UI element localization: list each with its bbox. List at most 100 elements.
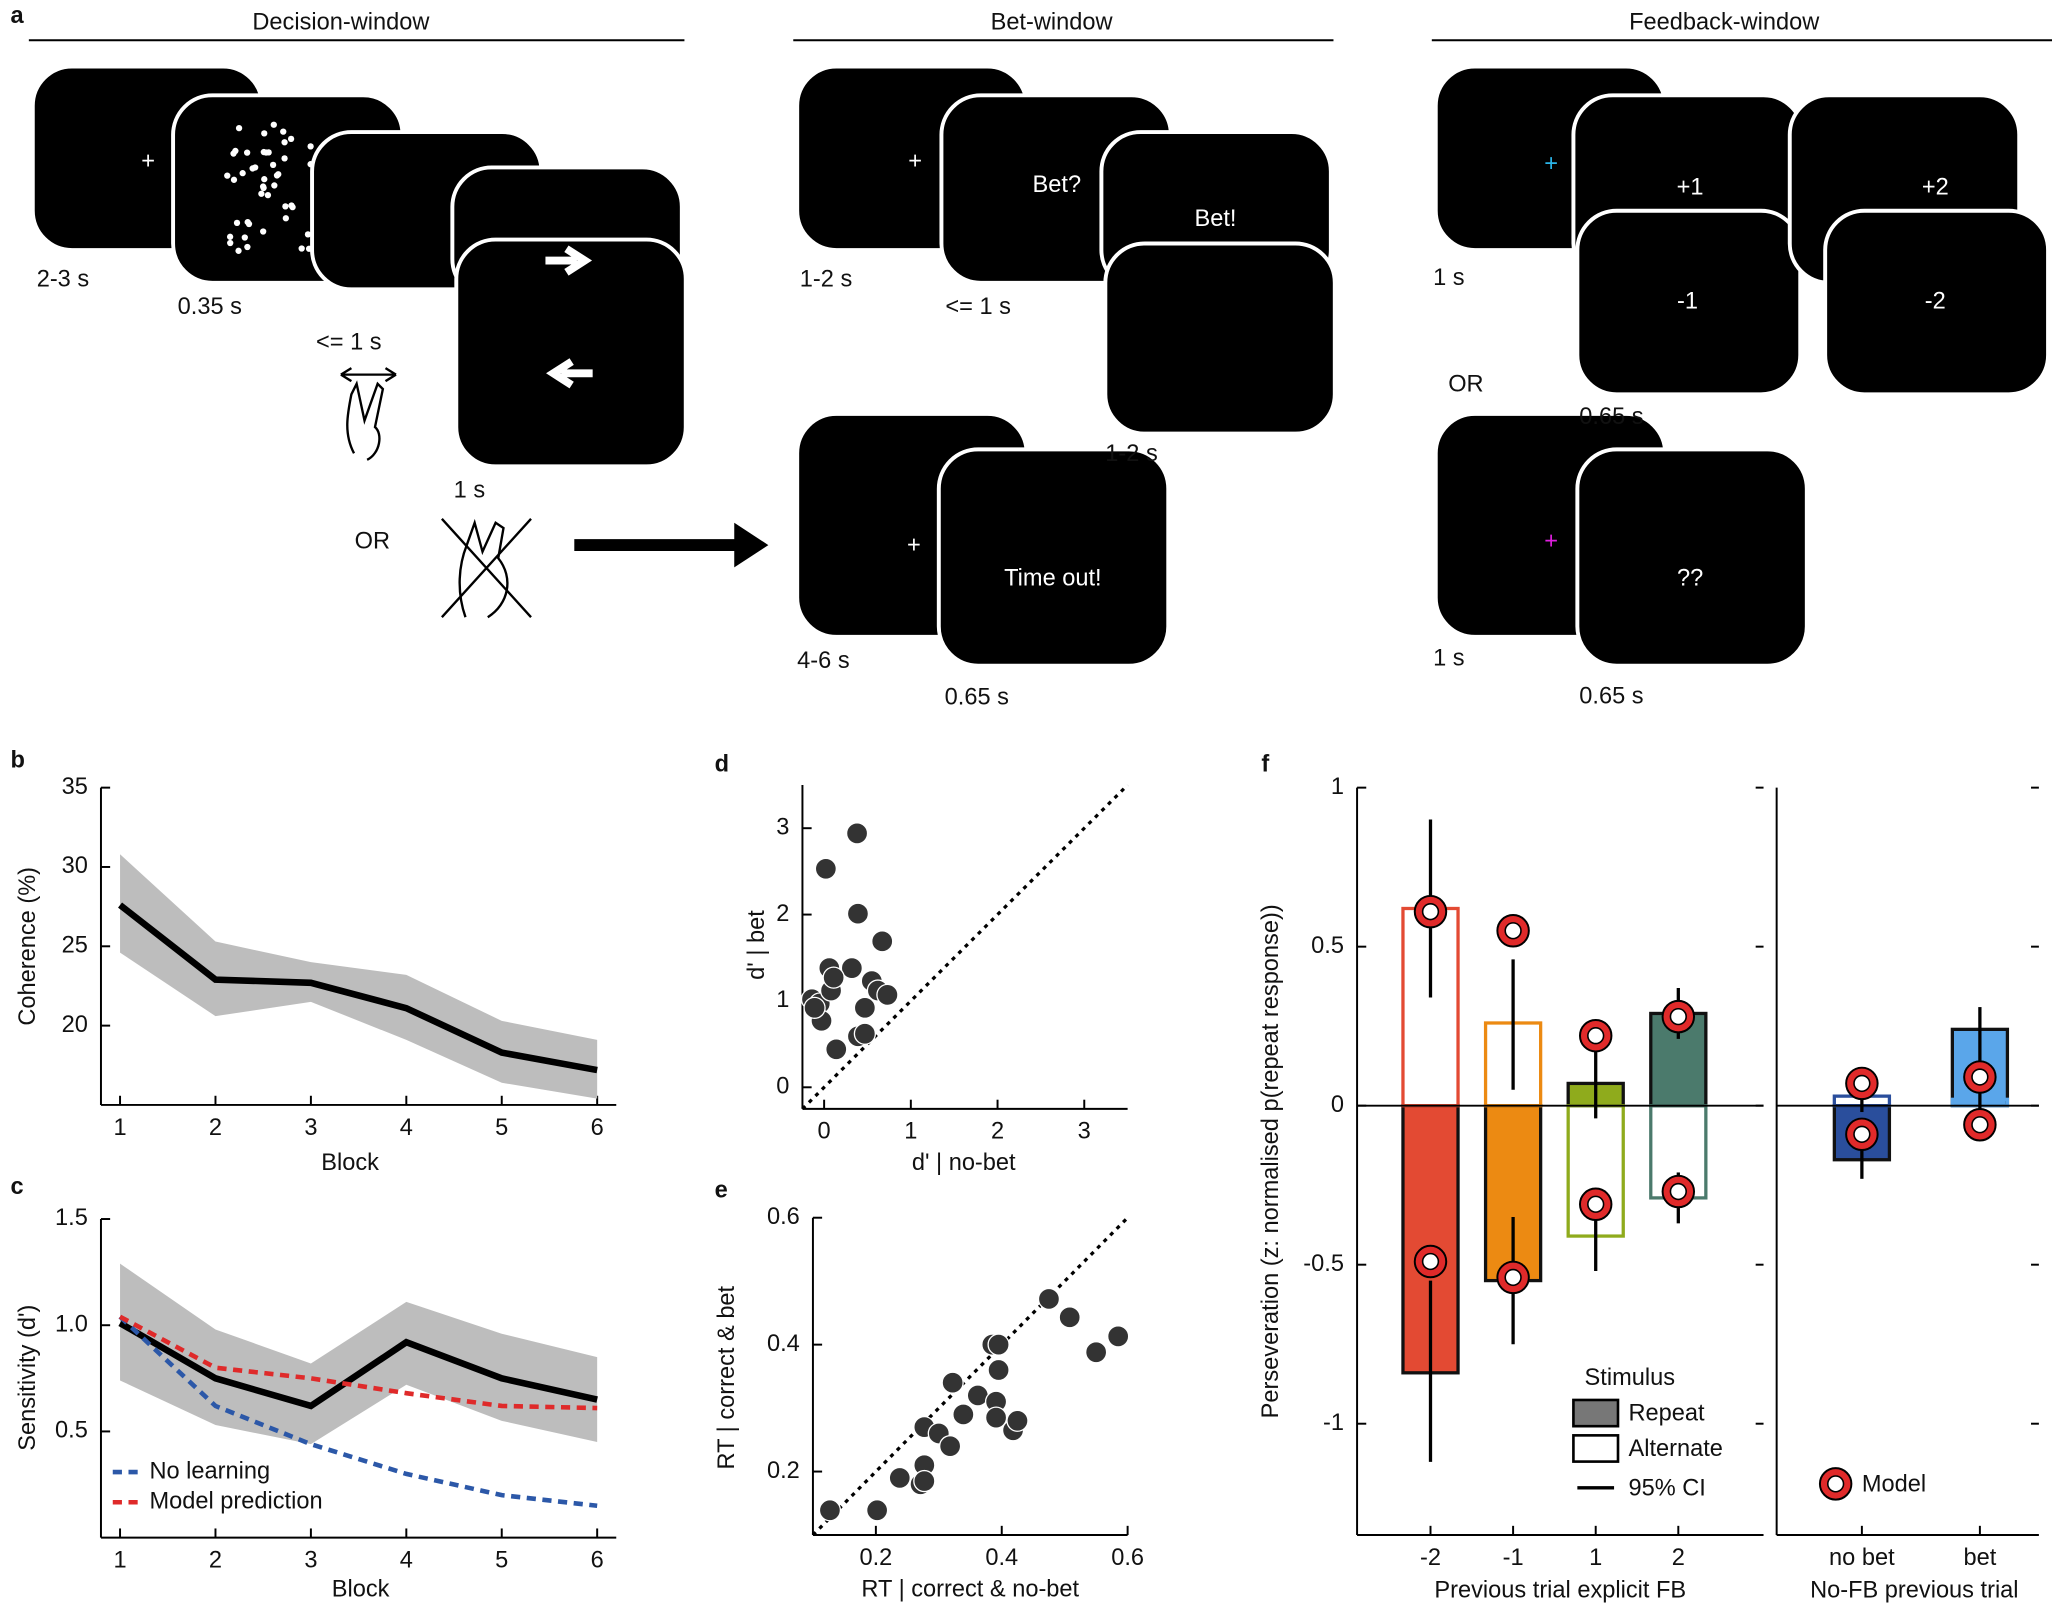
y-tick-label: 0.2	[767, 1458, 800, 1484]
model-point-core	[1587, 1027, 1605, 1045]
x-tick-label: 2	[1672, 1545, 1685, 1571]
motion-dot	[249, 165, 256, 172]
scatter-point	[846, 902, 870, 925]
x-tick-label: 0.6	[1111, 1545, 1144, 1571]
motion-dot	[275, 171, 282, 178]
x-tick-label: 3	[304, 1547, 317, 1573]
scatter-point	[825, 1038, 848, 1061]
screen-text: +	[907, 533, 921, 559]
motion-dot	[281, 139, 288, 146]
screen-text: +	[1544, 151, 1558, 177]
y-tick-label: 1	[776, 987, 789, 1013]
scatter-point	[913, 1469, 936, 1493]
motion-dot	[226, 233, 234, 240]
panel-label: a	[10, 3, 24, 29]
model-point-core	[1669, 1007, 1687, 1026]
screen	[936, 447, 1171, 668]
motion-dot	[288, 202, 295, 209]
timing-label: 0.65 s	[1579, 683, 1643, 709]
y-tick-label: 20	[62, 1012, 88, 1038]
motion-dot	[261, 176, 268, 183]
y-tick-label: -0.5	[1303, 1251, 1344, 1277]
ci-band	[120, 1263, 598, 1445]
scatter-point	[876, 983, 899, 1007]
timing-label: 0.65 s	[945, 685, 1009, 711]
motion-dot	[239, 170, 246, 177]
scatter-point	[984, 1406, 1008, 1429]
x-axis-label: d' | no-bet	[912, 1150, 1016, 1176]
motion-dot	[230, 176, 238, 183]
timing-label: OR	[355, 529, 390, 555]
y-tick-label: 1.5	[55, 1205, 88, 1231]
y-axis-label: d' | bet	[744, 910, 770, 980]
ci-band	[120, 854, 598, 1099]
model-point-core	[1504, 1268, 1522, 1287]
motion-dot	[305, 245, 313, 252]
flow-arrow-head	[734, 522, 769, 568]
screen	[1575, 447, 1809, 668]
timing-label: 1 s	[1433, 645, 1464, 671]
x-tick-label: -2	[1420, 1545, 1441, 1571]
screen-text: +1	[1677, 175, 1704, 201]
screen	[1103, 241, 1337, 436]
screen-text: ??	[1677, 565, 1703, 591]
x-axis-label: RT | correct & no-bet	[861, 1576, 1079, 1602]
timing-label: 0.65 s	[1579, 404, 1643, 430]
timing-label: 2-3 s	[37, 266, 89, 292]
x-tick-label: -1	[1503, 1545, 1524, 1571]
y-tick-label: 1.0	[55, 1311, 88, 1337]
x-tick-label: 5	[495, 1115, 508, 1141]
legend-label: Alternate	[1628, 1436, 1722, 1462]
window-header: Feedback-window	[1629, 9, 1820, 35]
scatter-point	[1058, 1306, 1081, 1329]
y-tick-label: 35	[62, 774, 88, 800]
legend-swatch	[1572, 1398, 1620, 1428]
screen-text: +	[1544, 529, 1558, 555]
motion-dot	[280, 128, 287, 135]
screen	[1575, 208, 1803, 397]
screen	[1823, 208, 2051, 397]
model-point-core	[1971, 1116, 1989, 1134]
legend-title: Stimulus	[1585, 1365, 1675, 1391]
timing-label: 4-6 s	[797, 648, 849, 674]
screen-text: +	[141, 148, 155, 174]
motion-dot	[281, 155, 288, 162]
scatter-point	[814, 857, 838, 880]
window-header: Decision-window	[252, 9, 430, 35]
y-tick-label: 0.5	[55, 1418, 88, 1444]
timing-label: 1-2 s	[1105, 441, 1157, 467]
timing-label: 1 s	[454, 478, 485, 504]
x-tick-label: 0.2	[859, 1545, 892, 1571]
y-tick-label: 0.4	[767, 1331, 800, 1357]
timing-label: 1 s	[1433, 265, 1464, 291]
x-tick-label: 1	[113, 1115, 126, 1141]
scatter-point	[1085, 1341, 1108, 1364]
legend-label: Model	[1862, 1471, 1926, 1497]
x-tick-label: 0	[818, 1119, 831, 1145]
y-tick-label: -1	[1323, 1410, 1344, 1436]
screen	[454, 237, 688, 469]
motion-dot	[258, 190, 265, 197]
panel-label: b	[10, 748, 24, 774]
motion-dot	[304, 231, 312, 238]
mean-line	[118, 902, 598, 1074]
scatter-point	[987, 1333, 1010, 1356]
x-tick-label: 1	[1589, 1545, 1602, 1571]
y-axis-label: Coherence (%)	[15, 867, 41, 1026]
model-point-core	[1421, 1252, 1440, 1271]
motion-dot	[233, 219, 241, 227]
y-axis-label: RT | correct & bet	[714, 1285, 740, 1469]
motion-dot	[298, 245, 305, 252]
x-tick-label: 4	[400, 1547, 413, 1573]
motion-dot	[224, 172, 231, 179]
motion-dot	[244, 243, 251, 251]
motion-dot	[271, 182, 278, 189]
scatter-point	[1037, 1287, 1061, 1311]
y-tick-label: 0	[776, 1074, 789, 1100]
motion-dot	[287, 135, 295, 142]
mean-line	[118, 1320, 598, 1410]
model-point-core	[1853, 1125, 1871, 1143]
x-tick-label: 1	[113, 1547, 126, 1573]
x-tick-label: 6	[591, 1115, 604, 1141]
timing-label: 0.35 s	[178, 294, 242, 320]
